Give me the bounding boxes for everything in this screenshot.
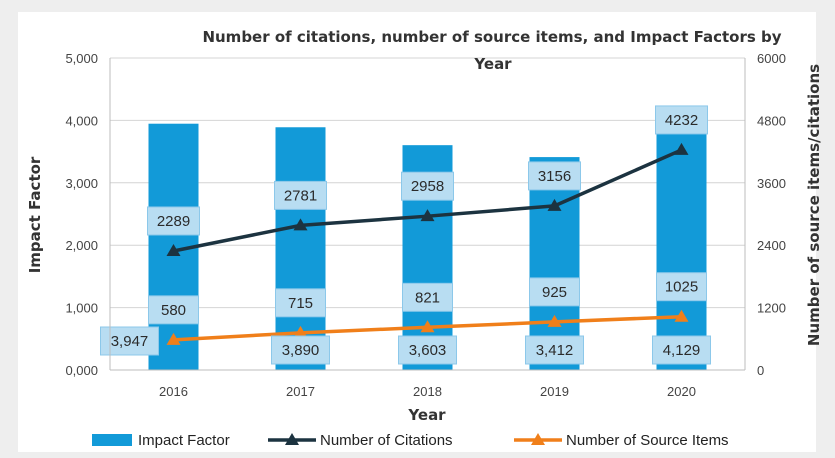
- point-marker: [293, 218, 308, 231]
- data-label: 2781: [284, 187, 317, 204]
- x-tick-label: 2016: [159, 384, 188, 399]
- data-label: 3,412: [536, 342, 574, 359]
- legend-label: Number of Citations: [320, 432, 453, 449]
- y-right-tick-label: 2400: [757, 238, 786, 253]
- point-marker: [293, 325, 308, 338]
- data-label: 1025: [665, 279, 698, 296]
- legend-marker: [531, 433, 545, 445]
- legend-label: Impact Factor: [138, 432, 230, 449]
- data-label-box: [656, 272, 707, 302]
- data-label: 2958: [411, 178, 444, 195]
- data-label-box: [147, 206, 200, 236]
- data-label: 3,603: [409, 342, 447, 359]
- point-marker: [674, 309, 689, 322]
- legend-label: Number of Source Items: [566, 432, 729, 449]
- x-tick-label: 2019: [540, 384, 569, 399]
- y-axis-title-left: Impact Factor: [26, 156, 44, 273]
- data-label: 821: [415, 289, 440, 306]
- point-marker: [420, 320, 435, 333]
- data-label: 4,129: [663, 342, 701, 359]
- x-tick-label: 2020: [667, 384, 696, 399]
- chart-title-line-1: Number of citations, number of source it…: [202, 28, 781, 46]
- data-label-box: [275, 288, 326, 318]
- data-label-box: [274, 180, 327, 210]
- lines: [166, 142, 689, 345]
- legend-marker: [285, 433, 299, 445]
- data-label-box: [402, 282, 453, 312]
- y-left-tick-label: 1,000: [65, 301, 98, 316]
- point-marker: [166, 332, 181, 345]
- data-label: 925: [542, 284, 567, 301]
- y-left-tick-label: 2,000: [65, 238, 98, 253]
- data-label-box: [525, 335, 584, 365]
- data-labels: 2289 2781 2958 3156 4232 580 715 821 925 1025 3,94…: [100, 105, 711, 365]
- legend: Impact Factor Number of Citations Number o…: [92, 432, 729, 449]
- chart-title-line-2: Year: [473, 55, 512, 73]
- y-right-tick-label: 3600: [757, 176, 786, 191]
- data-label-box: [401, 171, 454, 201]
- legend-swatch-impact-factor: [92, 434, 132, 446]
- bar: [529, 157, 580, 370]
- data-label-box: [529, 277, 580, 307]
- data-label: 4232: [665, 112, 698, 129]
- data-label-box: [398, 335, 457, 365]
- data-label: 715: [288, 295, 313, 312]
- data-label: 2289: [157, 213, 190, 230]
- y-right-tick-label: 4800: [757, 113, 786, 128]
- point-marker: [547, 198, 562, 211]
- data-label: 3,947: [111, 333, 149, 350]
- data-label: 3,890: [282, 342, 320, 359]
- y-left-tick-label: 0,000: [65, 363, 98, 378]
- data-label: 3156: [538, 168, 571, 185]
- y-right-tick-label: 1200: [757, 301, 786, 316]
- y-right-tick-label: 6000: [757, 51, 786, 66]
- data-label-box: [148, 295, 199, 325]
- y-right-tick-label: 0: [757, 363, 764, 378]
- x-axis-title: Year: [407, 406, 446, 424]
- y-axis-title-right: Number of source items/citations: [805, 64, 823, 346]
- y-left-tick-label: 4,000: [65, 113, 98, 128]
- bar: [656, 112, 707, 370]
- x-tick-label: 2017: [286, 384, 315, 399]
- data-label-box: [652, 335, 711, 365]
- data-label: 580: [161, 302, 186, 319]
- data-label-box: [271, 335, 330, 365]
- y-left-tick-label: 3,000: [65, 176, 98, 191]
- point-marker: [547, 314, 562, 327]
- axes: 0,000 1,000 2,000 3,000 4,000 5,000 0 1200 2400 3…: [65, 51, 785, 399]
- data-label-box: [528, 161, 581, 191]
- point-marker: [166, 243, 181, 256]
- point-marker: [674, 142, 689, 155]
- y-left-tick-label: 5,000: [65, 51, 98, 66]
- point-marker: [420, 209, 435, 222]
- x-tick-label: 2018: [413, 384, 442, 399]
- data-label-box: [655, 105, 708, 135]
